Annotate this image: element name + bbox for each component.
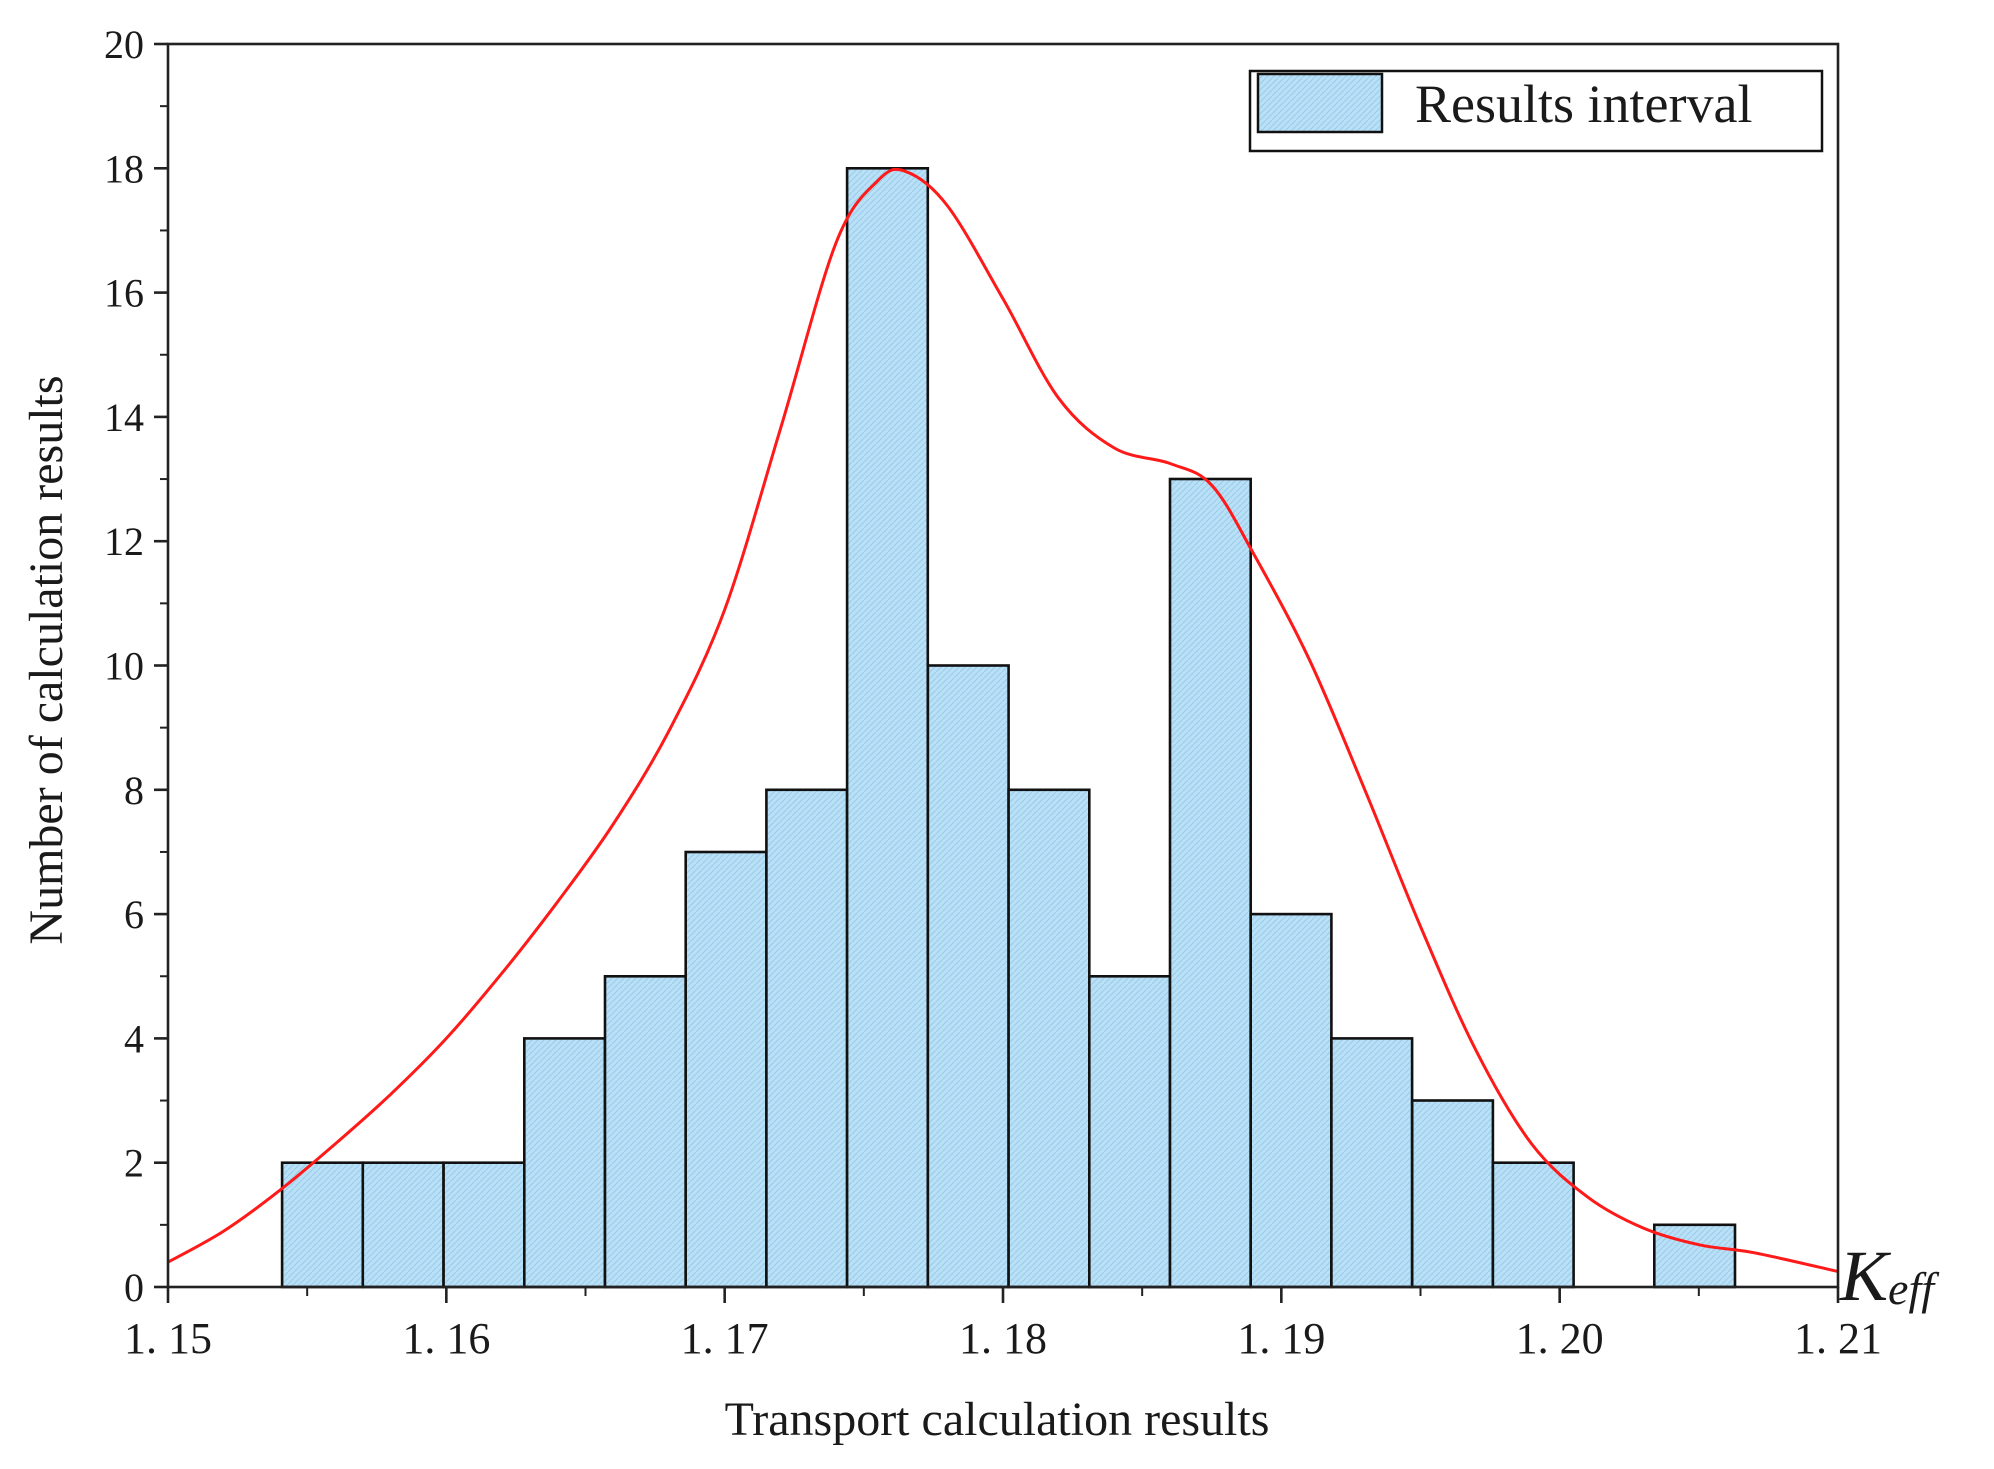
histogram-bar-14 [1330, 1037, 1414, 1289]
y-tick-label-18: 18 [104, 146, 144, 191]
histogram-bar-11 [1088, 974, 1172, 1289]
y-tick-label-2: 2 [124, 1141, 144, 1186]
y-tick-label-0: 0 [124, 1265, 144, 1310]
y-tick-label-12: 12 [104, 519, 144, 564]
x-tick-label-3: 1. 18 [959, 1314, 1047, 1363]
ticks-layer: 0 2 4 6 8 10 12 14 16 18 20 1. 15 1. 16 1. 17 1. 18 1. … [104, 22, 1882, 1363]
histogram-bar-10 [1007, 788, 1091, 1289]
keff-sub: eff [1888, 1263, 1940, 1314]
legend: Results interval [1248, 69, 1824, 153]
histogram-bar-7 [765, 788, 849, 1289]
histogram-bar-9 [926, 664, 1010, 1289]
y-tick-label-16: 16 [104, 271, 144, 316]
histogram-bar-4 [522, 1037, 607, 1289]
histogram-bar-8 [845, 167, 930, 1289]
histogram-bar-5 [603, 974, 687, 1289]
y-tick-label-10: 10 [104, 644, 144, 689]
histogram-bar-13 [1249, 912, 1333, 1289]
histogram-bar-6 [684, 850, 768, 1289]
x-axis-title: Transport calculation results [725, 1393, 1270, 1446]
fit-curve-layer [167, 167, 1839, 1273]
histogram-bar-12 [1168, 477, 1252, 1289]
legend-swatch [1256, 72, 1384, 134]
keff-main: K [1839, 1236, 1892, 1316]
legend-label: Results interval [1415, 74, 1752, 134]
bars-layer [280, 167, 1737, 1289]
fit-curve [167, 167, 1839, 1273]
x-tick-label-5: 1. 20 [1516, 1314, 1604, 1363]
x-tick-label-2: 1. 17 [681, 1314, 769, 1363]
y-tick-label-20: 20 [104, 22, 144, 67]
histogram-bar-2 [361, 1161, 445, 1289]
x-tick-label-6: 1. 21 [1794, 1314, 1882, 1363]
y-tick-label-6: 6 [124, 892, 144, 937]
y-tick-label-14: 14 [104, 395, 144, 440]
histogram-bar-16 [1491, 1161, 1575, 1289]
histogram-bar-15 [1410, 1099, 1495, 1289]
x-tick-label-0: 1. 15 [124, 1314, 212, 1363]
histogram-bar-1 [280, 1161, 365, 1289]
y-axis-title: Number of calculation results [20, 375, 73, 944]
y-tick-label-4: 4 [124, 1016, 144, 1061]
x-tick-label-4: 1. 19 [1237, 1314, 1325, 1363]
histogram-bar-18 [1653, 1223, 1737, 1289]
y-tick-label-8: 8 [124, 768, 144, 813]
x-axis-end-label: Keff [1839, 1236, 1940, 1316]
histogram-bar-3 [442, 1161, 526, 1289]
x-tick-label-1: 1. 16 [402, 1314, 490, 1363]
